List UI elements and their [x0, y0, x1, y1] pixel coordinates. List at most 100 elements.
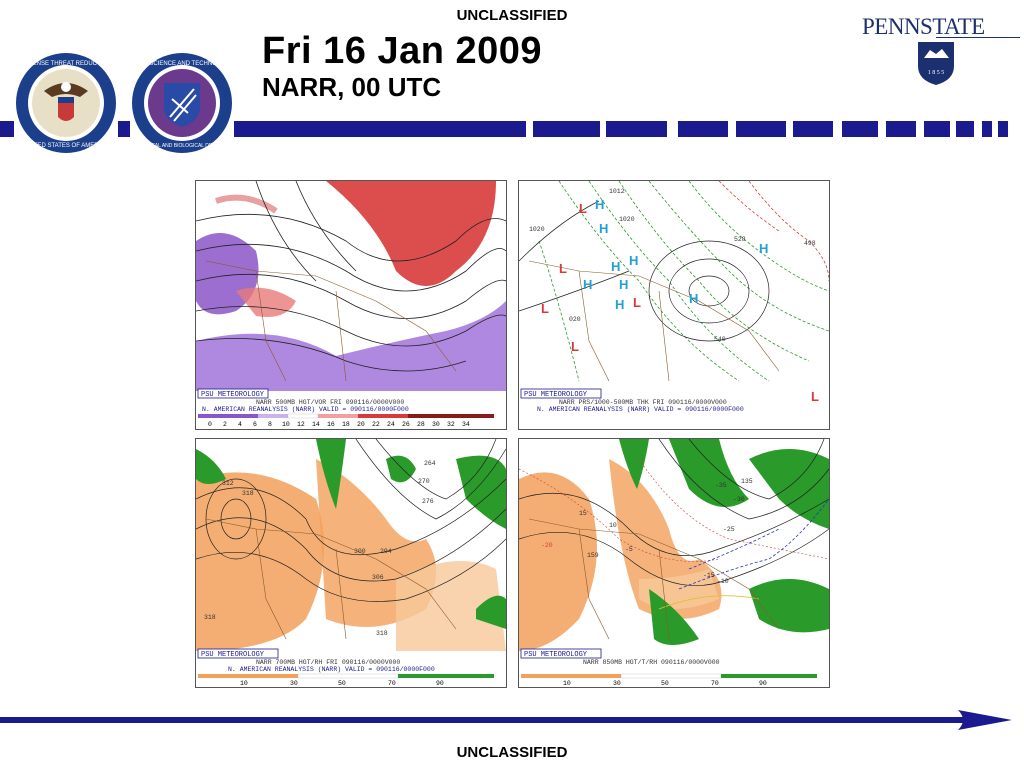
svg-text:-10: -10	[717, 578, 729, 585]
map-panel-mslp-thickness: L H H L L H H H H H L H H L L 1020 1012 …	[518, 180, 830, 430]
svg-text:-30: -30	[733, 496, 745, 503]
svg-text:H: H	[615, 297, 624, 312]
panel3-badge: PSU METEOROLOGY	[201, 651, 265, 659]
svg-text:30: 30	[432, 421, 440, 428]
svg-text:306: 306	[372, 574, 384, 581]
svg-text:34: 34	[462, 421, 470, 428]
svg-text:24: 24	[387, 421, 395, 428]
svg-text:H: H	[689, 291, 698, 306]
svg-text:264: 264	[424, 460, 436, 467]
svg-text:294: 294	[380, 548, 392, 555]
svg-text:22: 22	[372, 421, 380, 428]
map-panel-700mb-rh: 264 270 276 312 318 294 300 306 318 318 …	[195, 438, 507, 688]
dtra-seal-icon: DEFENSE THREAT REDUCTION UNITED STATES O…	[16, 53, 116, 153]
panel1-caption-1: NARR 500MB HGT/VOR FRI 090116/0000V000	[256, 399, 404, 406]
svg-text:CHEMICAL AND BIOLOGICAL DEFENS: CHEMICAL AND BIOLOGICAL DEFENSE	[135, 143, 229, 149]
svg-text:90: 90	[759, 680, 767, 687]
svg-text:30: 30	[290, 680, 298, 687]
svg-text:H: H	[629, 253, 638, 268]
svg-text:-5: -5	[625, 546, 633, 553]
slide-title: Fri 16 Jan 2009	[262, 30, 543, 72]
svg-text:6: 6	[253, 421, 257, 428]
svg-text:270: 270	[418, 478, 430, 485]
svg-text:10: 10	[282, 421, 290, 428]
pennstate-rule	[936, 37, 1020, 38]
pennstate-wordmark: PENNSTATE	[862, 14, 985, 39]
svg-text:0: 0	[208, 421, 212, 428]
map-panel-500mb-vorticity: PSU METEOROLOGY NARR 500MB HGT/VOR FRI 0…	[195, 180, 507, 430]
svg-text:20: 20	[357, 421, 365, 428]
svg-text:14: 14	[312, 421, 320, 428]
footer-arrow-bar	[0, 710, 1012, 730]
svg-text:H: H	[599, 221, 608, 236]
svg-text:318: 318	[204, 614, 216, 621]
svg-text:H: H	[619, 277, 628, 292]
classification-bottom: UNCLASSIFIED	[456, 744, 568, 761]
svg-text:312: 312	[222, 480, 234, 487]
svg-text:318: 318	[376, 630, 388, 637]
svg-text:135: 135	[741, 478, 753, 485]
svg-text:L: L	[559, 261, 567, 276]
jsto-seal-icon: JOINT SCIENCE AND TECHNOLOGY CHEMICAL AN…	[130, 53, 234, 153]
svg-text:L: L	[633, 295, 641, 310]
svg-text:30: 30	[613, 680, 621, 687]
svg-text:H: H	[595, 197, 604, 212]
svg-text:10: 10	[563, 680, 571, 687]
svg-text:300: 300	[354, 548, 366, 555]
svg-text:020: 020	[569, 316, 581, 323]
svg-text:18: 18	[342, 421, 350, 428]
svg-text:16: 16	[327, 421, 335, 428]
panel3-caption-2: N. AMERICAN REANALYSIS (NARR) VALID = 09…	[228, 666, 435, 673]
panel4-colorbar	[521, 673, 817, 679]
panel1-caption-2: N. AMERICAN REANALYSIS (NARR) VALID = 09…	[202, 406, 409, 413]
svg-text:L: L	[579, 201, 587, 216]
svg-text:540: 540	[714, 336, 726, 343]
svg-text:8: 8	[268, 421, 272, 428]
svg-text:50: 50	[661, 680, 669, 687]
svg-text:-35: -35	[715, 482, 727, 489]
svg-text:90: 90	[436, 680, 444, 687]
svg-text:318: 318	[242, 490, 254, 497]
svg-text:-25: -25	[723, 526, 735, 533]
panel2-badge: PSU METEOROLOGY	[524, 391, 588, 399]
svg-text:-20: -20	[541, 542, 553, 549]
panel4-badge: PSU METEOROLOGY	[524, 651, 588, 659]
svg-text:DEFENSE THREAT REDUCTION: DEFENSE THREAT REDUCTION	[21, 61, 112, 67]
pennstate-shield-icon: 1 8 5 5	[918, 42, 954, 85]
panel2-caption-2: N. AMERICAN REANALYSIS (NARR) VALID = 09…	[537, 406, 744, 413]
svg-text:L: L	[811, 389, 819, 404]
svg-text:12: 12	[297, 421, 305, 428]
pennstate-year: 1 8 5 5	[928, 70, 945, 76]
svg-text:10: 10	[609, 522, 617, 529]
svg-text:528: 528	[734, 236, 746, 243]
svg-text:L: L	[541, 301, 549, 316]
svg-text:H: H	[611, 259, 620, 274]
svg-text:276: 276	[422, 498, 434, 505]
svg-text:L: L	[571, 339, 579, 354]
panel2-caption-1: NARR PRS/1000-500MB THK FRI 090116/0000V…	[559, 399, 727, 406]
svg-text:1020: 1020	[619, 216, 635, 223]
svg-text:70: 70	[388, 680, 396, 687]
header-band	[0, 121, 1008, 137]
svg-text:159: 159	[587, 552, 599, 559]
panel4-caption-1: NARR 850MB HGT/T/RH 090116/0000V000	[583, 659, 720, 666]
svg-text:1012: 1012	[609, 188, 625, 195]
svg-text:-15: -15	[703, 572, 715, 579]
svg-text:1020: 1020	[529, 226, 545, 233]
panel1-badge: PSU METEOROLOGY	[201, 391, 265, 399]
svg-text:H: H	[583, 277, 592, 292]
svg-text:10: 10	[240, 680, 248, 687]
classification-top: UNCLASSIFIED	[456, 7, 568, 24]
svg-text:H: H	[759, 241, 768, 256]
svg-text:26: 26	[402, 421, 410, 428]
svg-text:50: 50	[338, 680, 346, 687]
panel3-caption-1: NARR 700MB HGT/RH FRI 090116/0000V000	[256, 659, 400, 666]
svg-text:4: 4	[238, 421, 242, 428]
svg-text:498: 498	[804, 240, 816, 247]
svg-text:70: 70	[711, 680, 719, 687]
panel1-scale: 0 2 4 6 8 10 12 14 16 18 20 22 24 26 28 …	[208, 421, 470, 428]
svg-text:2: 2	[223, 421, 227, 428]
panel3-colorbar	[198, 673, 494, 679]
slide-subtitle: NARR, 00 UTC	[262, 72, 442, 102]
svg-text:15: 15	[579, 510, 587, 517]
